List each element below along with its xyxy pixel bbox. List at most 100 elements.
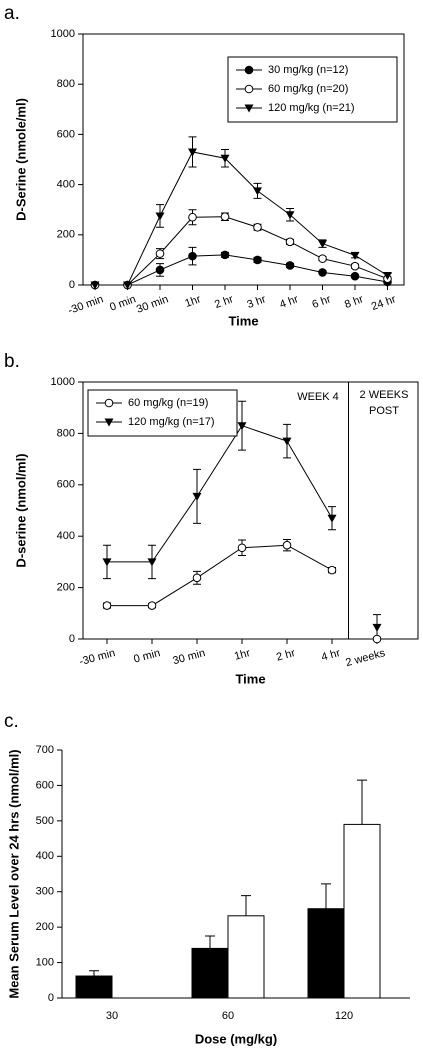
y-tick-label: 0 <box>69 633 75 645</box>
marker <box>104 398 114 408</box>
marker <box>188 212 197 222</box>
marker <box>285 237 295 247</box>
x-tick-label: 30 min <box>135 293 170 316</box>
marker <box>188 148 197 157</box>
marker <box>155 249 165 258</box>
marker <box>350 251 360 260</box>
y-tick-label: 300 <box>36 886 54 898</box>
marker <box>253 187 262 196</box>
x-tick-label: 1hr <box>183 293 202 310</box>
annotation: 2 WEEKS <box>360 389 409 401</box>
y-tick-label: 200 <box>36 921 54 933</box>
annotation: POST <box>369 405 399 417</box>
x-axis-label: Time <box>235 671 265 686</box>
marker <box>253 222 262 232</box>
y-tick-label: 400 <box>36 850 54 862</box>
series-line <box>95 254 388 286</box>
marker <box>220 250 230 260</box>
annotation: WEEK 4 <box>297 391 339 403</box>
marker <box>318 240 327 249</box>
series-line <box>107 426 377 628</box>
series-line <box>107 545 377 639</box>
x-tick-label: 0 min <box>108 293 137 313</box>
marker <box>350 271 360 281</box>
x-tick-label: -30 min <box>78 647 117 668</box>
x-tick-label: 2 weeks <box>344 647 387 669</box>
error-bar <box>321 883 331 909</box>
marker <box>192 573 202 583</box>
marker <box>327 514 337 523</box>
x-tick-label: 3 hr <box>246 293 268 311</box>
error-bar <box>241 895 251 916</box>
plot-frame <box>82 33 405 286</box>
marker <box>102 558 112 567</box>
y-tick-label: 0 <box>69 279 75 291</box>
marker <box>350 261 360 271</box>
panel-label: a. <box>4 3 20 24</box>
marker <box>192 492 202 501</box>
panel-label: c. <box>4 711 19 732</box>
y-tick-label: 800 <box>57 427 75 439</box>
bar <box>75 975 113 999</box>
marker <box>244 84 254 94</box>
marker <box>237 543 247 553</box>
marker <box>155 265 165 275</box>
error-bar <box>357 779 367 825</box>
marker <box>383 271 392 280</box>
marker <box>220 212 230 222</box>
x-tick-label: 6 hr <box>311 293 333 311</box>
series-line <box>95 216 388 286</box>
x-tick-label: 120 <box>335 1010 353 1022</box>
y-tick-label: 1000 <box>51 376 75 388</box>
marker <box>327 565 337 575</box>
marker <box>244 104 254 113</box>
marker <box>285 211 295 220</box>
marker <box>220 154 230 163</box>
x-axis-label: Dose (mg/kg) <box>195 1031 277 1046</box>
y-tick-label: 600 <box>57 128 75 140</box>
marker <box>372 623 382 632</box>
plot-frame <box>82 381 419 640</box>
marker <box>237 422 247 431</box>
error-bar <box>89 970 99 977</box>
bar <box>191 947 229 999</box>
marker <box>253 255 262 265</box>
legend-label: 60 mg/kg (n=19) <box>128 397 208 409</box>
marker <box>155 212 165 221</box>
marker <box>188 251 197 261</box>
marker <box>90 281 100 290</box>
legend-label: 60 mg/kg (n=20) <box>268 83 348 95</box>
y-tick-label: 500 <box>36 815 54 827</box>
marker <box>318 268 327 277</box>
bar <box>307 908 345 999</box>
panel-label: b. <box>4 351 20 372</box>
marker <box>318 254 327 263</box>
y-tick-label: 700 <box>36 744 54 756</box>
y-tick-label: 1000 <box>51 28 75 40</box>
marker <box>282 540 292 550</box>
marker <box>147 601 157 610</box>
y-tick-label: 400 <box>57 530 75 542</box>
x-axis-label: Time <box>228 313 258 328</box>
y-tick-label: 0 <box>48 992 54 1004</box>
y-axis-label: D-serine (nmol/ml) <box>13 453 28 567</box>
y-tick-label: 200 <box>57 582 75 594</box>
marker <box>123 281 132 290</box>
x-tick-label: 30 min <box>172 647 207 667</box>
legend-box <box>87 389 238 437</box>
x-tick-label: 24 hr <box>370 293 398 313</box>
x-tick-label: 2 hr <box>275 647 297 664</box>
x-tick-label: 30 <box>106 1010 118 1022</box>
x-tick-label: 4 hr <box>278 293 300 311</box>
x-tick-label: -30 min <box>66 293 105 317</box>
y-axis-label: D-Serine (nmole/ml) <box>13 98 28 221</box>
x-tick-label: 1hr <box>233 647 252 663</box>
y-tick-label: 800 <box>57 78 75 90</box>
y-axis-label: Mean Serum Level over 24 hrs (nmol/ml) <box>6 749 21 998</box>
marker <box>147 558 157 567</box>
marker <box>372 634 382 644</box>
error-bar <box>205 935 215 949</box>
marker <box>285 261 295 270</box>
y-tick-label: 400 <box>57 179 75 191</box>
